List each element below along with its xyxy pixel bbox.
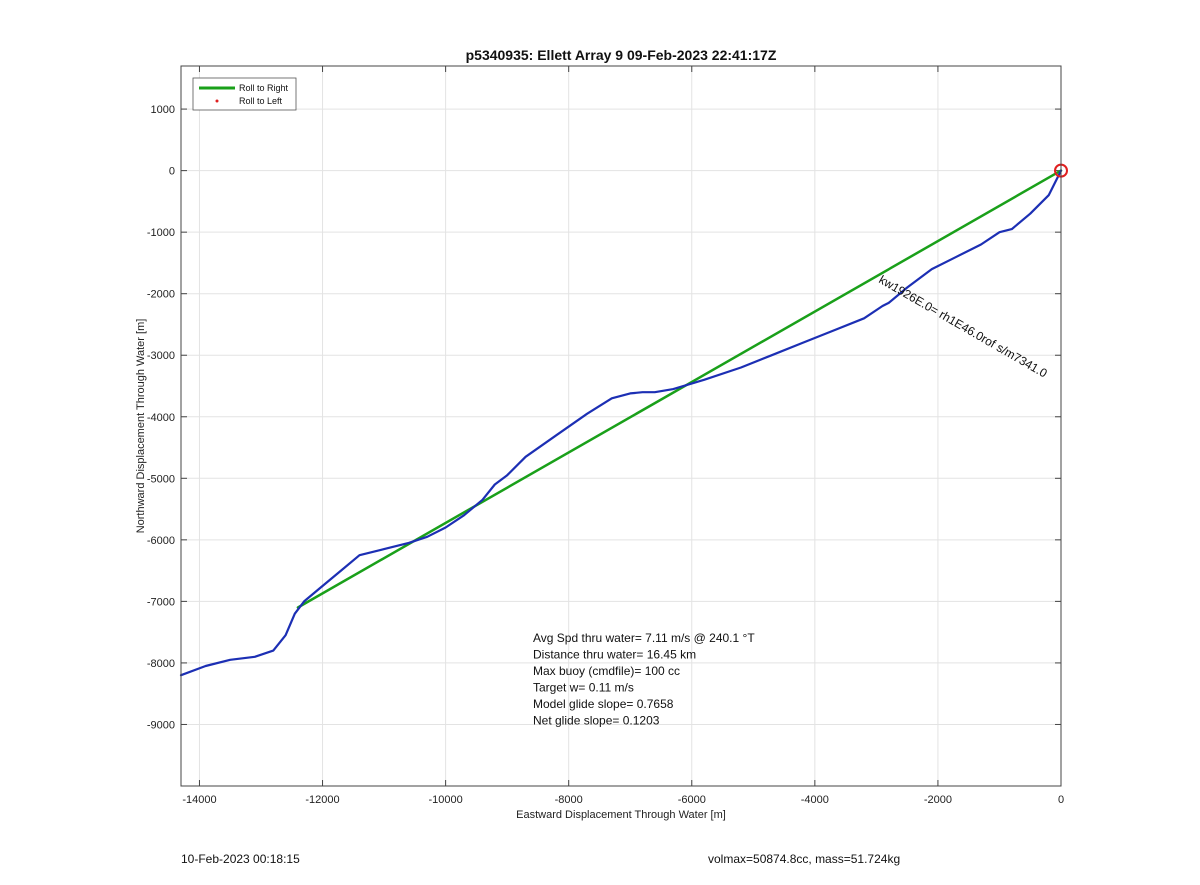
y-tick-label: -9000: [147, 719, 175, 731]
legend-box: [192, 77, 297, 111]
y-tick-labels: 1000 0 -1000 -2000 -3000 -4000 -5000 -6000 -7000…: [147, 104, 175, 731]
y-tick-label: 1000: [151, 104, 175, 116]
x-tick-labels: -14000 -12000 -10000 -8000 -6000 -4000 -2000 0: [182, 794, 1064, 806]
stats-line: Max buoy (cmdfile)= 100 cc: [533, 664, 680, 678]
y-axis-label: Northward Displacement Through Water [m]: [135, 319, 147, 534]
legend-label-roll-right: Roll to Right: [239, 83, 289, 93]
y-tick-label: -4000: [147, 412, 175, 424]
stats-line: Net glide slope= 0.1203: [533, 714, 660, 728]
stats-line: Distance thru water= 16.45 km: [533, 648, 696, 662]
stats-line: Avg Spd thru water= 7.11 m/s @ 240.1 °T: [533, 631, 755, 645]
x-tick-label: -10000: [428, 794, 462, 806]
stats-line: Target w= 0.11 m/s: [533, 681, 634, 695]
y-tick-label: -5000: [147, 473, 175, 485]
plot-area: [181, 66, 1061, 786]
legend-label-roll-left: Roll to Left: [239, 96, 283, 106]
x-tick-label: -8000: [555, 794, 583, 806]
x-tick-label: -12000: [305, 794, 339, 806]
y-tick-label: -2000: [147, 289, 175, 301]
legend: Roll to Right Roll to Left: [192, 77, 297, 111]
legend-swatch-roll-left: [215, 99, 219, 103]
y-tick-label: -6000: [147, 535, 175, 547]
x-tick-label: -6000: [678, 794, 706, 806]
chart-title: p5340935: Ellett Array 9 09-Feb-2023 22:…: [466, 47, 777, 63]
y-tick-label: -8000: [147, 658, 175, 670]
footer-volmax-mass: volmax=50874.8cc, mass=51.724kg: [708, 852, 901, 866]
series-line-2: [179, 169, 1063, 677]
footer-timestamp: 10-Feb-2023 00:18:15: [181, 852, 300, 866]
y-tick-label: -7000: [147, 596, 175, 608]
x-tick-label: -2000: [924, 794, 952, 806]
stats-line: Model glide slope= 0.7658: [533, 697, 674, 711]
y-tick-label: -1000: [147, 227, 175, 239]
x-axis-label: Eastward Displacement Through Water [m]: [516, 809, 726, 821]
plot-frame: [180, 65, 1062, 787]
stats-block: Avg Spd thru water= 7.11 m/s @ 240.1 °T D…: [533, 631, 755, 728]
x-tick-label: -14000: [182, 794, 216, 806]
x-tick-label: 0: [1058, 794, 1064, 806]
y-tick-label: -3000: [147, 350, 175, 362]
y-tick-label: 0: [169, 166, 175, 178]
series-line-0: [296, 169, 1063, 609]
x-tick-label: -4000: [801, 794, 829, 806]
